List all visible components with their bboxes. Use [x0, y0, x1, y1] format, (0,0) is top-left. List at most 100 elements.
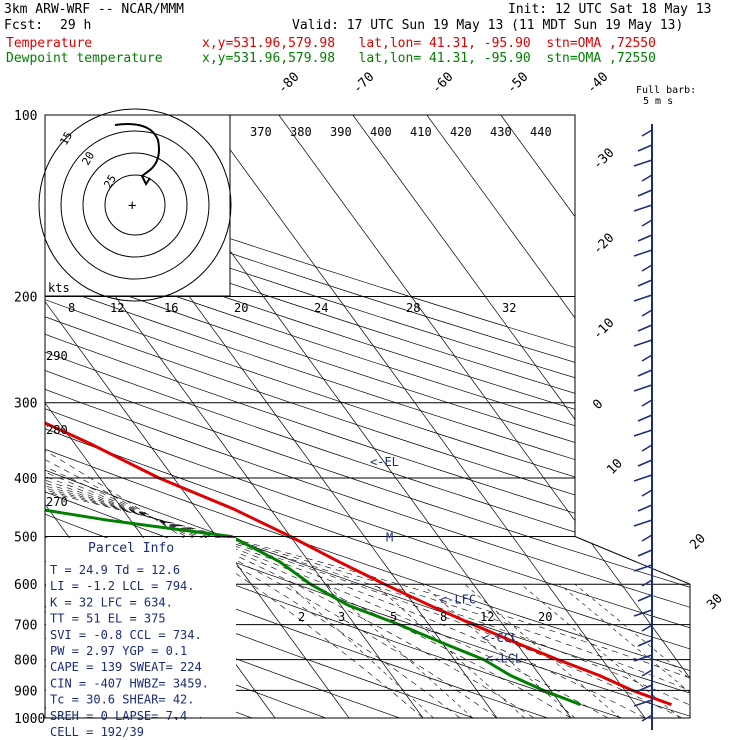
parcel-info-panel — [46, 538, 236, 717]
dry-adiabat — [45, 115, 690, 718]
wind-barb — [633, 159, 653, 167]
wind-barb — [641, 399, 653, 407]
dry-adiabat — [45, 115, 400, 718]
pressure-tick-label: 700 — [14, 619, 37, 634]
wind-barb — [637, 189, 653, 197]
dry-adiabat — [45, 115, 690, 718]
moist-adiabat — [45, 220, 690, 718]
pressure-tick-label: 300 — [14, 397, 37, 412]
mixing-ratio-line — [464, 583, 621, 718]
level-marker: <-CCL — [482, 631, 518, 645]
mixing-ratio-label: 12 — [480, 610, 494, 624]
isotherm-label: -20 — [590, 231, 617, 258]
parcel-info-title: Parcel Info — [88, 541, 174, 556]
hodograph-ring — [82, 152, 188, 258]
wind-barb — [633, 294, 653, 302]
hodograph-ring — [104, 174, 166, 236]
isotherm-label: -10 — [590, 316, 617, 343]
dry-adiabat — [45, 115, 690, 718]
wind-barb — [641, 444, 653, 452]
moist-adiabat — [45, 220, 572, 718]
hodograph — [38, 108, 232, 302]
mixing-ratio-label: 8 — [440, 610, 447, 624]
legend-dewpoint: Dewpoint temperature — [6, 51, 163, 66]
level-marker: <-LCL — [486, 652, 522, 666]
mixing-ratio-line — [288, 584, 434, 718]
isotherm-label: -40 — [584, 70, 611, 97]
fcst-label: Fcst: — [4, 18, 44, 33]
isotherm-label: 10 — [604, 456, 626, 478]
mixing-ratio-label: 12 — [110, 301, 124, 315]
hodograph-units: kts — [48, 281, 70, 295]
theta-label: 280 — [46, 423, 68, 437]
pressure-tick-label: 400 — [14, 472, 37, 487]
pressure-tick-label: 500 — [14, 530, 37, 545]
dewpoint-temperature-line — [45, 115, 581, 706]
mixing-ratio-line — [559, 583, 690, 718]
isotherm-label: -70 — [350, 70, 377, 97]
fcst-hours: 29 h — [60, 18, 92, 33]
mixing-ratio-line — [574, 583, 690, 718]
wind-barb — [641, 489, 653, 497]
wind-barb — [637, 144, 653, 152]
parcel-info-row: CIN = -407 HWBZ= 3459. — [50, 676, 209, 690]
theta-label: 400 — [370, 125, 392, 139]
theta-label: 410 — [410, 125, 432, 139]
mixing-ratio-label: 32 — [502, 301, 516, 315]
pressure-tick-label: 1000 — [14, 712, 45, 727]
model-title: 3km ARW-WRF -- NCAR/MMM — [4, 2, 185, 17]
mixing-ratio-line — [374, 584, 525, 718]
parcel-info-row: CAPE = 139 SWEAT= 224 — [50, 660, 202, 674]
hodograph-ring-label: 15 — [57, 130, 75, 148]
parcel-info-row: K = 32 LFC = 634. — [50, 595, 173, 609]
wind-barb — [633, 474, 653, 482]
wind-barb — [641, 129, 653, 137]
mixing-ratio-label: 16 — [164, 301, 178, 315]
dry-adiabat — [45, 115, 690, 718]
mixing-ratio-label: 28 — [406, 301, 420, 315]
dry-adiabat — [45, 115, 690, 718]
dry-adiabat — [45, 115, 690, 718]
hodograph-ring — [38, 108, 232, 302]
level-marker: M — [386, 530, 393, 544]
wind-barb — [637, 549, 653, 557]
wind-barb — [641, 219, 653, 227]
mixing-ratio-label: 24 — [314, 301, 328, 315]
hodograph-frame — [44, 114, 231, 297]
mixing-ratio-line — [520, 583, 681, 718]
wind-barb — [633, 249, 653, 257]
dry-adiabat — [45, 115, 690, 718]
wind-barb — [633, 384, 653, 392]
dry-adiabat — [45, 115, 690, 718]
isotherm — [278, 115, 690, 718]
theta-label: 440 — [530, 125, 552, 139]
moist-adiabat — [45, 220, 690, 718]
hodograph-ring — [60, 130, 210, 280]
legend-temperature-info: x,y=531.96,579.98 lat,lon= 41.31, -95.90… — [202, 36, 656, 51]
wind-barb — [637, 279, 653, 287]
parcel-info-row: CELL = 192/39 — [50, 725, 144, 739]
moist-adiabat — [45, 220, 535, 718]
wind-barb — [641, 309, 653, 317]
dry-adiabat — [45, 115, 690, 718]
isotherm — [45, 115, 350, 718]
parcel-info-row: TT = 51 EL = 375 — [50, 612, 166, 626]
hodograph-ring-label: 25 — [101, 173, 119, 191]
wind-barb — [633, 429, 653, 437]
wind-barb — [637, 684, 653, 692]
theta-label: 430 — [490, 125, 512, 139]
wind-barb — [641, 714, 653, 722]
wind-barb — [637, 504, 653, 512]
theta-label: 290 — [46, 349, 68, 363]
pressure-tick-label: 900 — [14, 684, 37, 699]
wind-barb — [641, 579, 653, 587]
wind-barb — [641, 264, 653, 272]
wind-barb — [633, 564, 653, 572]
wind-barb — [637, 369, 653, 377]
isotherm-label: -50 — [504, 70, 531, 97]
hodograph-ring-label: 20 — [79, 150, 97, 168]
moist-adiabat — [45, 220, 646, 718]
level-marker: <-EL — [370, 455, 399, 469]
isotherm — [204, 115, 646, 718]
moist-adiabat — [45, 220, 461, 718]
